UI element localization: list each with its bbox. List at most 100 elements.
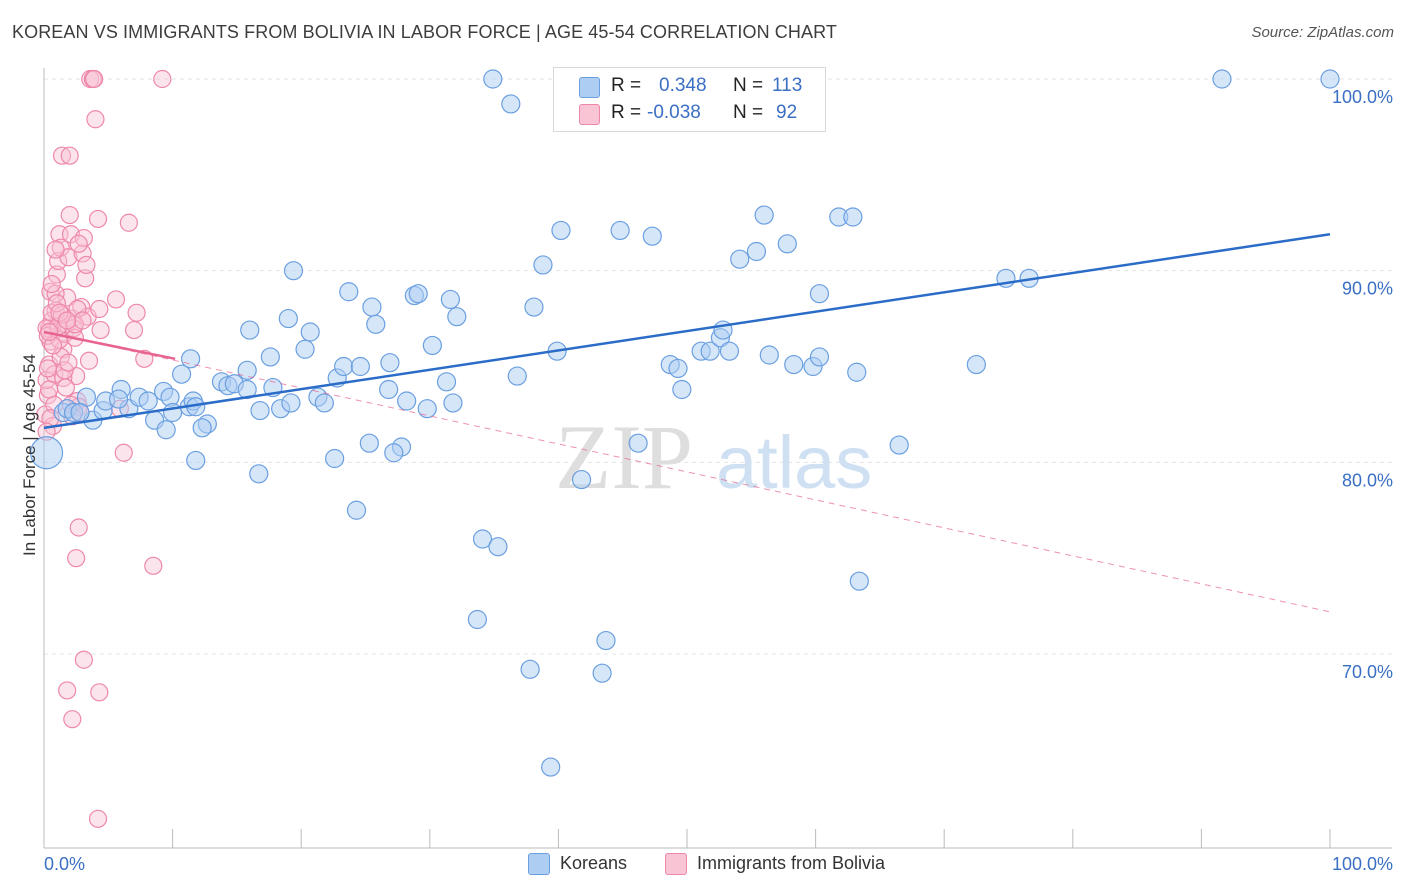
data-point-korean — [408, 284, 428, 304]
data-point-bolivia — [74, 650, 93, 669]
data-point-korean — [1212, 69, 1232, 89]
data-point-korean — [672, 379, 692, 400]
data-point-korean — [70, 402, 90, 423]
data-point-korean — [467, 609, 487, 630]
data-point-bolivia — [124, 320, 144, 340]
data-point-bolivia — [88, 809, 108, 828]
data-point-korean — [668, 358, 688, 379]
data-point-korean — [422, 335, 442, 356]
data-point-korean — [278, 308, 298, 329]
data-point-bolivia — [88, 209, 108, 229]
data-point-bolivia — [43, 336, 63, 355]
data-point-korean — [483, 69, 503, 89]
data-point-bolivia — [46, 240, 65, 259]
legend-n-value: 92 — [776, 102, 798, 123]
y-axis-label: In Labor Force | Age 45-54 — [20, 354, 39, 556]
data-point-bolivia — [153, 69, 172, 89]
data-point-korean — [628, 433, 648, 453]
data-point-korean — [759, 345, 779, 365]
data-point-bolivia — [46, 284, 65, 303]
data-point-korean — [250, 400, 270, 421]
data-point-korean — [260, 347, 280, 367]
data-point-bolivia — [77, 255, 96, 275]
watermark: ZIP atlas — [555, 406, 872, 508]
y-tick-label: 100.0% — [1332, 87, 1393, 107]
data-point-bolivia — [85, 69, 104, 89]
data-point-korean — [524, 297, 544, 317]
data-point-bolivia — [90, 299, 109, 319]
data-point-bolivia — [60, 146, 79, 165]
data-point-korean — [283, 261, 304, 281]
tick-labels: 70.0% 80.0% 90.0% 100.0% 0.0% 100.0% — [44, 87, 1393, 874]
data-point-korean — [295, 339, 315, 359]
data-point-korean — [1320, 69, 1340, 89]
data-point-korean — [397, 391, 417, 411]
data-point-korean — [966, 354, 986, 375]
data-point-korean — [384, 443, 404, 463]
data-point-korean — [849, 571, 869, 591]
trend-line-bolivia — [43, 330, 176, 361]
y-tick-label: 70.0% — [1342, 662, 1393, 682]
data-point-bolivia — [58, 288, 77, 307]
x-tick-label: 0.0% — [44, 854, 85, 874]
data-point-bolivia — [144, 556, 163, 575]
data-point-korean — [156, 420, 176, 440]
data-point-bolivia — [59, 353, 78, 372]
data-point-bolivia — [58, 681, 77, 700]
data-point-korean — [501, 94, 521, 114]
data-point-korean — [339, 282, 359, 302]
bottom-swatch-bolivia — [665, 853, 687, 875]
data-point-bolivia — [76, 269, 95, 288]
data-point-korean — [417, 399, 437, 419]
data-point-korean — [443, 393, 463, 413]
data-point-korean — [520, 659, 540, 679]
data-point-korean — [325, 448, 345, 469]
data-point-korean — [571, 469, 592, 490]
data-point-bolivia — [52, 305, 72, 324]
bottom-swatch-koreans — [528, 853, 550, 875]
data-point-bolivia — [52, 146, 72, 165]
data-point-korean — [237, 360, 257, 380]
data-point-korean — [186, 450, 206, 471]
data-point-bolivia — [119, 213, 138, 232]
data-point-bolivia — [91, 320, 110, 340]
data-point-korean — [379, 379, 399, 400]
series-koreans — [29, 69, 1340, 777]
data-point-korean — [784, 354, 804, 375]
data-point-korean — [847, 362, 867, 382]
data-point-korean — [172, 364, 192, 384]
data-point-korean — [163, 402, 183, 423]
trend-lines — [43, 233, 1331, 613]
data-point-korean — [281, 393, 301, 413]
legend-n-label: N = — [733, 102, 764, 123]
data-point-korean — [380, 353, 400, 373]
data-point-bolivia — [40, 380, 59, 399]
data-point-korean — [777, 234, 797, 254]
y-tick-label: 80.0% — [1342, 470, 1393, 490]
data-point-korean — [192, 418, 212, 438]
data-point-bolivia — [69, 518, 88, 537]
source-note: Source: ZipAtlas.com — [1251, 24, 1394, 41]
data-point-korean — [314, 393, 334, 413]
data-point-korean — [472, 529, 493, 549]
data-point-korean — [596, 630, 616, 651]
data-point-korean — [240, 320, 260, 340]
data-point-bolivia — [60, 205, 79, 225]
legend-n-label: N = — [733, 75, 764, 96]
data-point-korean — [642, 226, 662, 246]
data-point-korean — [551, 220, 571, 241]
data-point-korean — [447, 307, 467, 327]
legend-r-label: R = — [611, 102, 642, 123]
data-point-bolivia — [42, 274, 61, 294]
data-point-korean — [719, 341, 740, 361]
legend-r-label: R = — [611, 75, 642, 96]
data-point-korean — [541, 757, 561, 777]
data-point-bolivia — [79, 351, 99, 370]
data-point-korean — [488, 537, 508, 557]
data-point-korean — [610, 220, 630, 241]
watermark-zip: ZIP — [555, 406, 693, 508]
data-point-korean — [730, 249, 750, 269]
watermark-atlas: atlas — [716, 421, 872, 504]
data-point-korean — [889, 435, 909, 455]
